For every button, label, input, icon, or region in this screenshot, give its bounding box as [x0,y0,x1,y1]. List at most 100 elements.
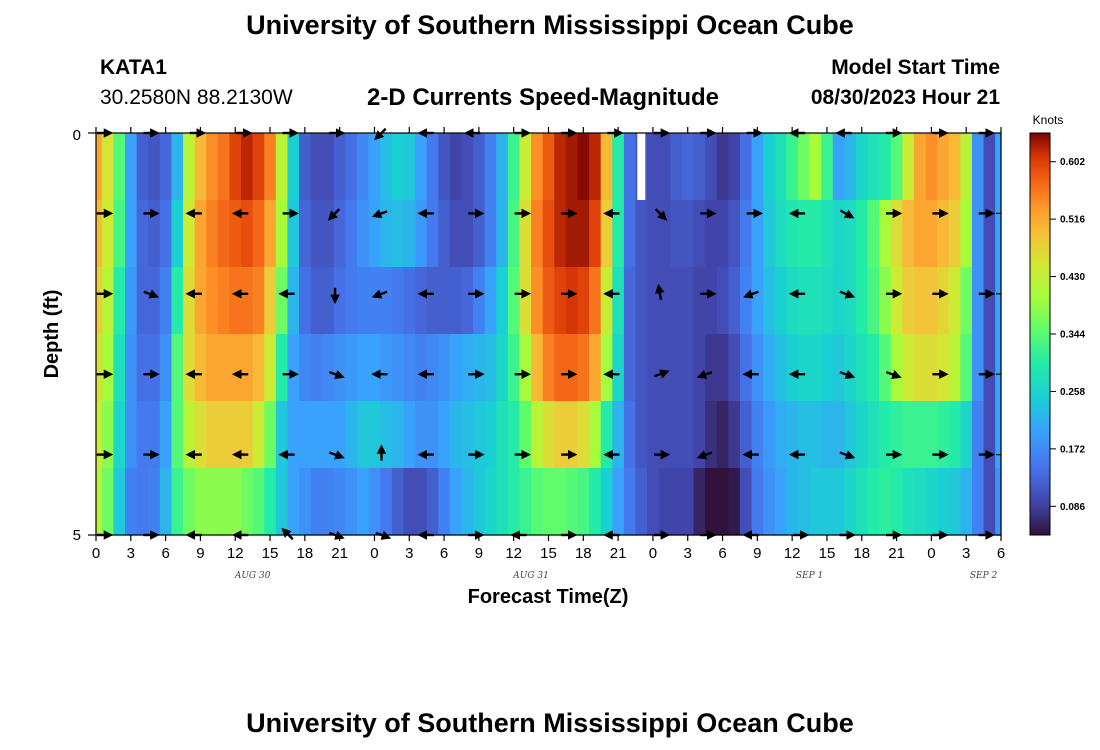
y-axis-label: Depth (ft) [41,290,63,379]
heatmap-cell [902,200,915,268]
heatmap-cell [554,468,567,536]
heatmap-cell [136,133,149,201]
heatmap-cell [542,468,555,536]
heatmap-cell [647,200,660,268]
heatmap-cell [287,200,300,268]
station-coords: 30.2580N 88.2130W [100,86,293,109]
heatmap-cell [507,200,521,268]
colorbar-tick-label: 0.430 [1060,272,1085,283]
current-vector-arrow [654,208,668,221]
heatmap-cell [600,334,613,402]
missing-data-cell [637,133,646,200]
heatmap-cell [797,267,811,335]
heatmap-cell [136,200,149,268]
heatmap-cell [623,334,637,402]
heatmap-cell [461,200,474,268]
heatmap-cell [241,334,254,402]
x-tick-label: 15 [819,545,836,562]
heatmap-cell [171,200,184,268]
heatmap-cell [844,200,857,268]
heatmap-cell [658,401,671,469]
heatmap-cell [844,468,857,536]
current-vector-arrow [371,209,388,219]
heatmap-cell [368,267,381,335]
heatmap-cell [612,200,625,268]
heatmap-cell [206,133,219,201]
heatmap-cell [542,133,555,201]
current-vector-arrow [743,289,759,299]
heatmap-cell [797,334,811,402]
heatmap-cell [519,468,532,536]
heatmap-cell [275,133,289,201]
chart-title: University of Southern Mississippi Ocean… [246,10,854,40]
heatmap-cell [229,334,242,402]
heatmap-cell [252,267,265,335]
heatmap-cell [299,267,312,335]
bottom-title: University of Southern Mississippi Ocean… [246,708,854,738]
heatmap-cell [855,267,869,335]
heatmap-cell [449,468,463,536]
heatmap-cell [345,468,358,536]
heatmap-cell [241,200,254,268]
heatmap-cell [995,468,1002,536]
heatmap-cell [415,468,428,536]
heatmap-cell [809,468,822,536]
x-tick-label: 18 [575,545,592,562]
heatmap-cell [658,133,671,201]
heatmap-cell [217,200,231,268]
heatmap-cell [542,334,555,402]
heatmap-cell [136,401,149,469]
heatmap-cell [438,401,451,469]
heatmap-cell [716,200,729,268]
heatmap-cell [612,267,625,335]
heatmap-cell [345,401,358,469]
heatmap-cell [473,334,486,402]
heatmap-cell [171,267,184,335]
date-label: AUG 30 [234,571,271,581]
heatmap-cell [913,468,927,536]
heatmap-cell [971,468,985,536]
heatmap-cell [368,401,381,469]
heatmap-cell [496,200,509,268]
current-vector-arrow [839,369,856,379]
colorbar-tick-label: 0.258 [1060,387,1085,398]
heatmap-cell [125,267,138,335]
heatmap-cell [867,468,880,536]
station-id: KATA1 [100,56,167,79]
heatmap-cell [287,468,300,536]
heatmap-cell [461,334,474,402]
colorbar-ticks: 0.086 0.172 0.258 0.344 0.430 0.516 0.602 [1050,157,1085,513]
heatmap-cell [252,334,265,402]
heatmap-cell [496,133,509,201]
heatmap-cell [600,401,613,469]
heatmap-cell [299,133,312,201]
heatmap-cell [333,334,347,402]
heatmap-cell [693,334,706,402]
x-tick-label: 12 [505,545,522,562]
heatmap-cell [426,468,439,536]
heatmap-cell [217,468,231,536]
heatmap-cell [96,334,103,402]
heatmap-cell [739,401,753,469]
colorbar-tick-label: 0.602 [1060,157,1085,168]
heatmap-cell [867,401,880,469]
heatmap-cell [299,401,312,469]
heatmap-cell [797,133,811,201]
heatmap-cell [844,133,857,201]
heatmap-cell [948,468,961,536]
heatmap-cell [461,468,474,536]
heatmap-cell [821,401,834,469]
heatmap-cell [728,334,741,402]
heatmap-cell [890,401,903,469]
heatmap-cell [322,468,335,536]
heatmap-cell [983,401,996,469]
heatmap-cell [623,133,637,201]
heatmap-cell [786,468,799,536]
heatmap-cell [774,334,787,402]
heatmap-cell [670,200,683,268]
heatmap-cell [148,133,161,201]
chart-subtitle: 2-D Currents Speed-Magnitude [367,84,720,111]
heatmap-cell [693,468,706,536]
heatmap-cell [948,133,961,201]
heatmap-cell [322,133,335,201]
